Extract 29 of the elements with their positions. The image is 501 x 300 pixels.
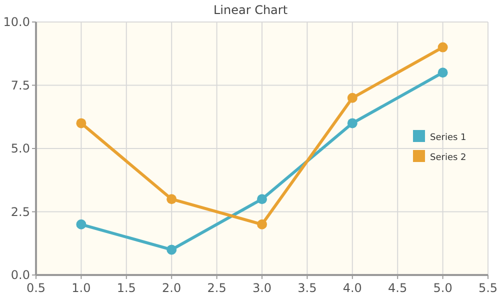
x-tick-label: 1.5 (116, 281, 136, 295)
x-tick-label: 0.5 (26, 281, 46, 295)
y-tick-label: 0.0 (10, 268, 30, 282)
x-tick-label: 3.0 (252, 281, 272, 295)
y-tick-label: 10.0 (3, 15, 30, 29)
x-tick-label: 5.0 (433, 281, 452, 295)
point (438, 42, 448, 52)
x-tick-label: 2.0 (162, 281, 182, 295)
x-tick-label: 1.0 (72, 281, 91, 295)
chart-title: Linear Chart (213, 3, 288, 17)
point (166, 194, 177, 204)
x-tick-label: 2.5 (207, 281, 226, 295)
x-tick-label: 4.5 (388, 281, 408, 295)
point (257, 194, 267, 204)
legend-label: Series 2 (430, 153, 466, 163)
point (438, 68, 448, 78)
y-tick-label: 5.0 (10, 142, 30, 156)
x-tick-label: 3.5 (298, 281, 317, 295)
point (347, 118, 358, 128)
y-tick-label: 7.5 (10, 78, 30, 92)
point (166, 244, 177, 255)
y-tick-label: 2.5 (10, 204, 30, 219)
x-tick-label: 5.5 (478, 281, 498, 295)
legend-label: Series 1 (430, 133, 466, 143)
point (257, 219, 267, 230)
x-tick-label: 4.0 (342, 281, 362, 295)
point (76, 219, 86, 230)
point (347, 92, 358, 103)
point (76, 118, 86, 128)
